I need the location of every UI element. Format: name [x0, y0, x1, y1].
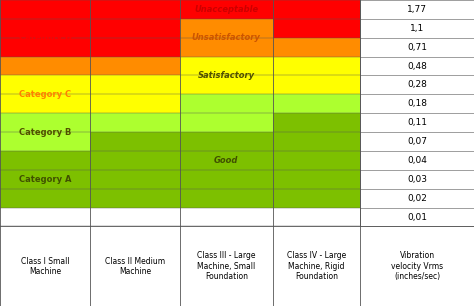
Text: Category B: Category B: [19, 128, 71, 136]
Bar: [90, 57, 180, 76]
Bar: [0, 76, 90, 113]
Text: Satisfactory: Satisfactory: [198, 71, 255, 80]
Bar: [90, 113, 180, 132]
Text: 0,02: 0,02: [407, 194, 427, 203]
Bar: [0, 226, 474, 306]
Text: 0,04: 0,04: [407, 156, 427, 165]
Text: Category C: Category C: [19, 90, 71, 99]
Bar: [180, 132, 273, 207]
Bar: [273, 113, 360, 207]
Bar: [180, 0, 273, 19]
Bar: [0, 0, 90, 57]
Text: Class III - Large
Machine, Small
Foundation: Class III - Large Machine, Small Foundat…: [197, 251, 255, 281]
Text: 0,11: 0,11: [407, 118, 427, 127]
Text: Class IV - Large
Machine, Rigid
Foundation: Class IV - Large Machine, Rigid Foundati…: [287, 251, 346, 281]
Bar: [0, 57, 90, 76]
Bar: [180, 57, 273, 94]
Text: 0,48: 0,48: [407, 62, 427, 71]
Text: Category D: Category D: [18, 33, 72, 42]
Text: 0,71: 0,71: [407, 43, 427, 52]
Text: 0,28: 0,28: [407, 80, 427, 89]
Text: 0,07: 0,07: [407, 137, 427, 146]
Text: 0,01: 0,01: [407, 212, 427, 222]
Text: Unacceptable: Unacceptable: [194, 5, 258, 14]
Text: 0,18: 0,18: [407, 99, 427, 108]
Text: 1,1: 1,1: [410, 24, 424, 33]
Text: Class I Small
Machine: Class I Small Machine: [21, 256, 69, 276]
Bar: [273, 38, 360, 57]
Bar: [273, 94, 360, 113]
Text: Unsatisfactory: Unsatisfactory: [192, 33, 261, 42]
Bar: [180, 94, 273, 132]
Bar: [90, 0, 180, 57]
Bar: [90, 132, 180, 207]
Bar: [180, 19, 273, 57]
Text: Class II Medium
Machine: Class II Medium Machine: [105, 256, 165, 276]
Text: Category A: Category A: [19, 175, 71, 184]
Text: Vibration
velocity Vrms
(inches/sec): Vibration velocity Vrms (inches/sec): [391, 251, 443, 281]
Bar: [0, 113, 90, 151]
Text: 1,77: 1,77: [407, 5, 427, 14]
Bar: [273, 0, 360, 38]
Bar: [273, 57, 360, 94]
Text: Good: Good: [214, 156, 238, 165]
Bar: [90, 76, 180, 113]
Text: 0,03: 0,03: [407, 175, 427, 184]
Bar: [360, 0, 474, 226]
Bar: [0, 151, 90, 207]
